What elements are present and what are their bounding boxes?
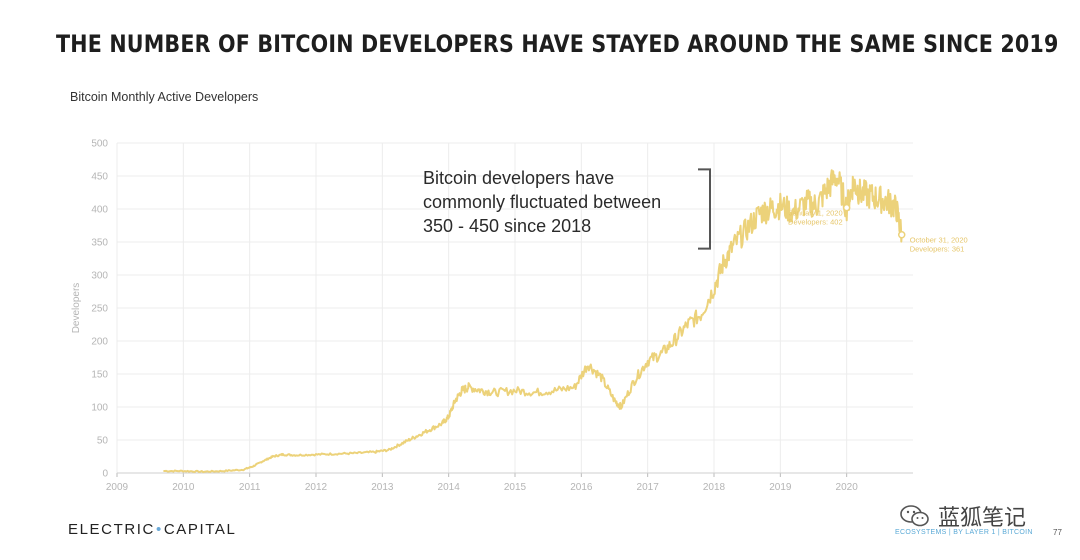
- y-tick-label: 50: [97, 436, 109, 447]
- y-tick-label: 0: [102, 469, 108, 480]
- page-headline: THE NUMBER OF BITCOIN DEVELOPERS HAVE ST…: [56, 30, 1059, 58]
- callout-label-value: Developers: 361: [910, 245, 965, 254]
- x-tick-label: 2010: [172, 482, 195, 493]
- y-tick-label: 100: [91, 403, 108, 414]
- x-tick-label: 2019: [769, 482, 792, 493]
- annotation-bracket: [698, 168, 711, 250]
- chart-annotation: Bitcoin developers have commonly fluctua…: [423, 166, 703, 238]
- series-line-bitcoin-developers: [163, 169, 903, 474]
- x-tick-label: 2009: [106, 482, 129, 493]
- footer-tagline: ECOSYSTEMS | BY LAYER 1 | BITCOIN: [895, 529, 1033, 536]
- callout-label-value: Developers: 402: [788, 218, 843, 227]
- logo-word-capital: CAPITAL: [163, 521, 237, 538]
- callout-marker: [842, 203, 851, 212]
- x-tick-label: 2012: [305, 482, 328, 493]
- x-tick-label: 2014: [438, 482, 461, 493]
- y-tick-label: 300: [91, 271, 108, 282]
- bracket-shape: [698, 168, 711, 250]
- callout-label-date: October 31, 2020: [910, 236, 968, 245]
- chart-axes: 0 50 100 150 200 250 300 350 400 450 500 2009 2010 20…: [71, 139, 913, 493]
- x-tick-label: 2018: [703, 482, 726, 493]
- y-tick-label: 200: [91, 337, 108, 348]
- chart-title: Bitcoin Monthly Active Developers: [70, 90, 259, 104]
- y-tick-label: 150: [91, 370, 108, 381]
- y-tick-label: 500: [91, 139, 108, 150]
- annotation-line-1: Bitcoin developers have: [423, 168, 615, 188]
- electric-capital-logo: ELECTRIC•CAPITAL: [68, 521, 236, 538]
- x-tick-label: 2013: [371, 482, 394, 493]
- y-tick-label: 400: [91, 205, 108, 216]
- y-tick-label: 250: [91, 304, 108, 315]
- x-tick-label: 2016: [570, 482, 593, 493]
- page-number: 77: [1053, 528, 1062, 537]
- callout-label-date: January 1, 2020: [789, 209, 843, 218]
- annotation-line-2: commonly fluctuated between: [423, 192, 662, 212]
- callout-marker: [897, 230, 906, 239]
- y-tick-label: 350: [91, 238, 108, 249]
- x-tick-label: 2017: [637, 482, 660, 493]
- chart-series: [163, 169, 903, 474]
- x-tick-label: 2011: [239, 482, 261, 493]
- logo-word-electric: ELECTRIC: [68, 521, 155, 538]
- y-tick-label: 450: [91, 172, 108, 183]
- logo-separator: •: [155, 521, 163, 538]
- wechat-label: 蓝狐笔记: [938, 505, 1027, 530]
- wechat-watermark: 蓝狐笔记: [900, 500, 1026, 532]
- y-axis-label: Developers: [71, 283, 82, 334]
- wechat-icon: [900, 505, 929, 527]
- x-tick-label: 2015: [504, 482, 527, 493]
- x-tick-label: 2020: [836, 482, 859, 493]
- annotation-line-3: 350 - 450 since 2018: [423, 216, 592, 236]
